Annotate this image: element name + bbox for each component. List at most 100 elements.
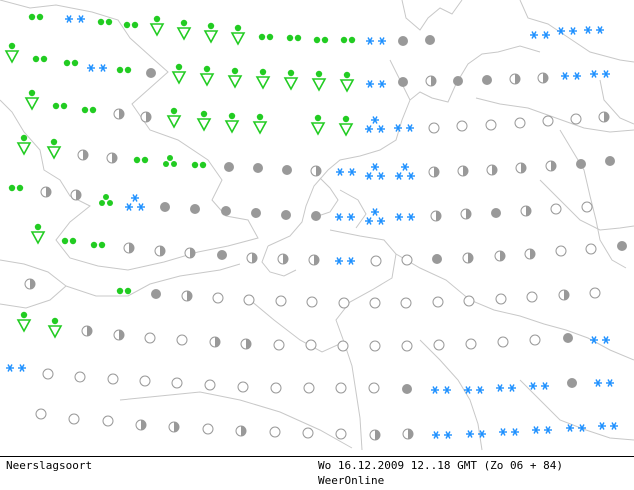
shower-symbol (225, 112, 239, 133)
precipitation-type-map (0, 0, 634, 451)
clear-symbol (107, 373, 119, 385)
cloud-half-symbol (524, 248, 536, 260)
cloud-half-symbol (81, 325, 93, 337)
cloud-half-symbol (462, 252, 474, 264)
clear-symbol (302, 427, 314, 439)
clear-symbol (102, 415, 114, 427)
rain-symbol (52, 102, 68, 110)
snow-symbol (495, 383, 517, 393)
cloud-half-symbol (520, 205, 532, 217)
shower-symbol (204, 21, 218, 43)
cloud-half-symbol (515, 162, 527, 174)
cloud-full-symbol (190, 204, 200, 214)
shower-symbol (48, 316, 62, 338)
clear-symbol (529, 334, 541, 346)
snow-symbol (365, 36, 387, 46)
cloud-full-symbol (605, 156, 615, 166)
cloud-half-symbol (240, 338, 252, 350)
rain-symbol (63, 59, 79, 67)
shower-symbol (47, 138, 61, 159)
cloud-half-symbol (545, 160, 557, 172)
clear-symbol (589, 287, 601, 299)
clear-symbol (306, 296, 318, 308)
snow-symbol (393, 123, 415, 133)
clear-symbol (428, 122, 440, 134)
cloud-half-symbol (457, 165, 469, 177)
shower-symbol (200, 65, 214, 86)
rain-symbol (28, 13, 44, 21)
clear-symbol (581, 201, 593, 213)
cloud-full-symbol (282, 165, 292, 175)
shower-symbol (340, 71, 354, 92)
snow-shower-symbol (364, 115, 386, 134)
snow-symbol (394, 212, 416, 222)
clear-symbol (456, 120, 468, 132)
snow-symbol (556, 26, 578, 36)
map-footer: Neerslagsoort Wo 16.12.2009 12..18 GMT (… (0, 456, 634, 490)
cloud-full-symbol (224, 162, 234, 172)
snow-symbol (64, 14, 86, 24)
rain-symbol (191, 161, 207, 169)
rain-symbol (32, 55, 48, 63)
rain-symbol (340, 36, 356, 44)
clear-symbol (400, 297, 412, 309)
rain-heavy-symbol (99, 194, 113, 206)
snow-symbol (583, 25, 605, 35)
clear-symbol (369, 340, 381, 352)
snow-symbol (365, 79, 387, 89)
clear-symbol (212, 292, 224, 304)
snow-symbol (589, 69, 611, 79)
snow-symbol (565, 423, 587, 433)
clear-symbol (463, 295, 475, 307)
snow-symbol (529, 30, 551, 40)
cloud-half-symbol (181, 290, 193, 302)
clear-symbol (144, 332, 156, 344)
shower-symbol (177, 18, 191, 40)
snow-symbol (465, 429, 487, 439)
snow-shower-symbol (394, 162, 416, 181)
shower-symbol (311, 114, 325, 135)
clear-symbol (305, 339, 317, 351)
cloud-full-symbol (146, 68, 156, 78)
cloud-full-symbol (617, 241, 627, 251)
cloud-half-symbol (40, 186, 52, 198)
cloud-half-symbol (184, 247, 196, 259)
cloud-full-symbol (402, 384, 412, 394)
cloud-half-symbol (70, 189, 82, 201)
cloud-half-symbol (425, 75, 437, 87)
cloud-half-symbol (598, 111, 610, 123)
cloud-half-symbol (246, 252, 258, 264)
clear-symbol (433, 339, 445, 351)
shower-symbol (253, 113, 267, 134)
cloud-full-symbol (221, 206, 231, 216)
valid-time: Wo 16.12.2009 12..18 GMT (Zo 06 + 84) (318, 459, 564, 472)
clear-symbol (570, 113, 582, 125)
rain-symbol (123, 21, 139, 29)
clear-symbol (585, 243, 597, 255)
cloud-half-symbol (460, 208, 472, 220)
cloud-full-symbol (251, 208, 261, 218)
snow-symbol (5, 363, 27, 373)
shower-symbol (31, 223, 45, 244)
snow-symbol (334, 256, 356, 266)
coastlines (0, 0, 634, 451)
clear-symbol (335, 382, 347, 394)
clear-symbol (370, 255, 382, 267)
clear-symbol (550, 203, 562, 215)
shower-symbol (25, 89, 39, 110)
clear-symbol (35, 408, 47, 420)
clear-symbol (337, 340, 349, 352)
cloud-half-symbol (310, 165, 322, 177)
cloud-half-symbol (308, 254, 320, 266)
cloud-half-symbol (113, 108, 125, 120)
cloud-full-symbol (563, 333, 573, 343)
clear-symbol (68, 413, 80, 425)
cloud-half-symbol (235, 425, 247, 437)
rain-heavy-symbol (163, 155, 177, 167)
cloud-half-symbol (494, 250, 506, 262)
clear-symbol (495, 293, 507, 305)
cloud-half-symbol (486, 164, 498, 176)
snow-shower-symbol (364, 207, 386, 226)
rain-symbol (97, 18, 113, 26)
